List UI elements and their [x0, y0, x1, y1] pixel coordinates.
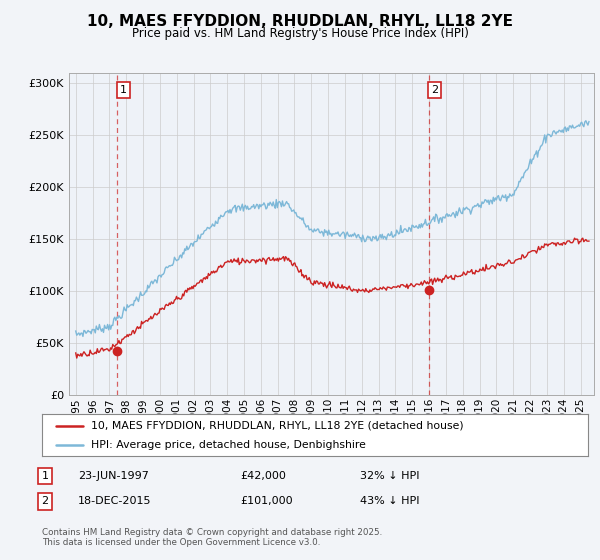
- Text: 43% ↓ HPI: 43% ↓ HPI: [360, 496, 419, 506]
- Text: 2: 2: [431, 85, 438, 95]
- Text: HPI: Average price, detached house, Denbighshire: HPI: Average price, detached house, Denb…: [91, 440, 366, 450]
- Text: Contains HM Land Registry data © Crown copyright and database right 2025.
This d: Contains HM Land Registry data © Crown c…: [42, 528, 382, 547]
- Text: 23-JUN-1997: 23-JUN-1997: [78, 471, 149, 481]
- Text: 1: 1: [41, 471, 49, 481]
- Text: 18-DEC-2015: 18-DEC-2015: [78, 496, 151, 506]
- Text: 10, MAES FFYDDION, RHUDDLAN, RHYL, LL18 2YE: 10, MAES FFYDDION, RHUDDLAN, RHYL, LL18 …: [87, 14, 513, 29]
- Text: Price paid vs. HM Land Registry's House Price Index (HPI): Price paid vs. HM Land Registry's House …: [131, 27, 469, 40]
- Text: 10, MAES FFYDDION, RHUDDLAN, RHYL, LL18 2YE (detached house): 10, MAES FFYDDION, RHUDDLAN, RHYL, LL18 …: [91, 421, 464, 431]
- Text: £101,000: £101,000: [240, 496, 293, 506]
- Text: £42,000: £42,000: [240, 471, 286, 481]
- Text: 32% ↓ HPI: 32% ↓ HPI: [360, 471, 419, 481]
- Text: 1: 1: [120, 85, 127, 95]
- Text: 2: 2: [41, 496, 49, 506]
